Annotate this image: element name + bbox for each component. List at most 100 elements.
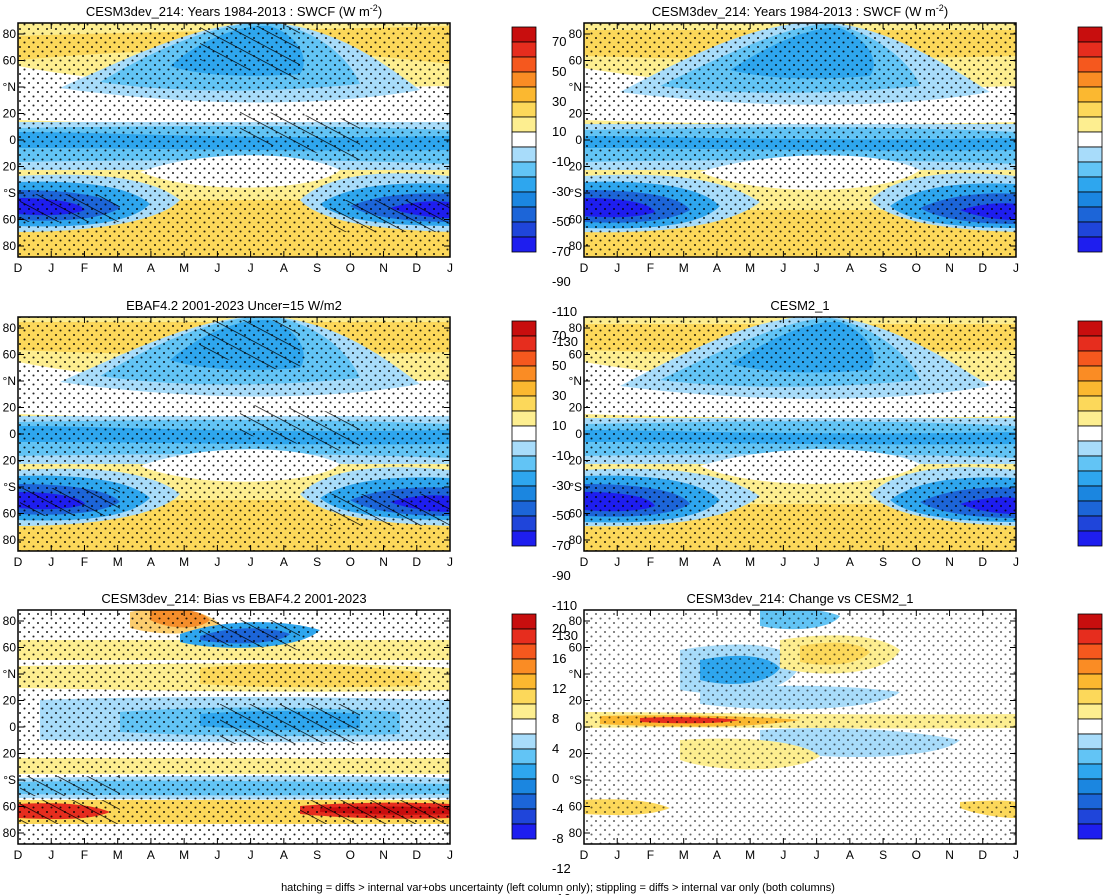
x-tick-label: A xyxy=(713,555,721,569)
colorbar-box xyxy=(511,191,537,208)
x-tick-label: F xyxy=(81,261,88,275)
colorbar-box xyxy=(511,221,537,238)
panel-3-axes: D J F M A M J J A S O N D J 80 60 °N 20 0 20 °S 60 80 xyxy=(569,317,1019,569)
x-tick-label: O xyxy=(912,261,921,275)
colorbar-box xyxy=(511,793,537,810)
y-tick-label: 0 xyxy=(575,133,582,147)
x-tick-label: J xyxy=(780,261,786,275)
colorbar-box xyxy=(1077,236,1103,253)
x-tick-label: M xyxy=(179,261,189,275)
colorbar-box xyxy=(511,500,537,517)
colorbar-label: -16 xyxy=(552,891,571,895)
x-tick-label: F xyxy=(81,848,88,862)
y-tick-label: °S xyxy=(569,773,582,787)
x-tick-label: A xyxy=(147,848,155,862)
colorbar-box xyxy=(1077,530,1103,547)
colorbar-box xyxy=(511,425,537,442)
x-tick-label: O xyxy=(346,261,355,275)
panel-4-axes: D J F M A M J J A S O N D J 80 60 °N 20 0 20 °S 60 80 xyxy=(3,610,453,862)
colorbar-label: -10 xyxy=(552,154,571,169)
x-tick-label: M xyxy=(113,848,123,862)
x-tick-label: F xyxy=(647,261,654,275)
colorbar-label: 10 xyxy=(552,418,566,433)
colorbar-label: -90 xyxy=(552,274,571,289)
x-tick-label: J xyxy=(447,261,453,275)
x-tick-label: M xyxy=(179,848,189,862)
panel-0-colorbar: 70 50 30 10 -10 -30 -50 -70 -90 -110 -130 xyxy=(511,26,578,349)
y-tick-label: 60 xyxy=(569,213,583,227)
colorbar-label: 50 xyxy=(552,64,566,79)
x-tick-label: D xyxy=(580,261,589,275)
y-tick-label: °S xyxy=(569,186,582,200)
colorbar-box xyxy=(1077,161,1103,178)
colorbar-box xyxy=(511,515,537,532)
colorbar-box xyxy=(1077,500,1103,517)
y-tick-label: 20 xyxy=(3,160,17,174)
x-tick-label: A xyxy=(280,848,288,862)
colorbar-box xyxy=(1077,191,1103,208)
panel-3-title: CESM2_1 xyxy=(770,298,829,313)
colorbar-box xyxy=(511,365,537,382)
x-tick-label: A xyxy=(147,555,155,569)
y-tick-label: 80 xyxy=(3,321,17,335)
colorbar-label: 20 xyxy=(552,621,566,636)
colorbar-box xyxy=(1077,26,1103,43)
colorbar-label: -110 xyxy=(552,598,577,613)
y-tick-label: 0 xyxy=(9,427,16,441)
y-tick-label: 0 xyxy=(9,720,16,734)
y-tick-label: 80 xyxy=(3,533,17,547)
colorbar-box xyxy=(511,530,537,547)
colorbar-box xyxy=(511,733,537,750)
panel-1-title: CESM3dev_214: Years 1984-2013 : SWCF (W … xyxy=(652,3,948,19)
y-tick-label: 0 xyxy=(9,133,16,147)
colorbar-box xyxy=(1077,350,1103,367)
x-tick-label: S xyxy=(313,261,321,275)
y-tick-label: 80 xyxy=(3,614,17,628)
colorbar-box xyxy=(511,763,537,780)
y-tick-label: 20 xyxy=(569,747,583,761)
colorbar-box xyxy=(511,823,537,840)
colorbar-box xyxy=(1077,101,1103,118)
x-tick-label: J xyxy=(1013,555,1019,569)
y-tick-label: 20 xyxy=(3,747,17,761)
x-tick-label: D xyxy=(14,555,23,569)
x-tick-label: J xyxy=(814,555,820,569)
colorbar-label: -12 xyxy=(552,861,571,876)
colorbar-box xyxy=(1077,613,1103,630)
panel-2-field xyxy=(18,317,450,551)
colorbar-box xyxy=(1077,748,1103,765)
x-tick-label: J xyxy=(814,848,820,862)
colorbar-box xyxy=(511,206,537,223)
x-tick-label: J xyxy=(248,555,254,569)
y-tick-label: 60 xyxy=(569,348,583,362)
x-tick-label: D xyxy=(580,848,589,862)
x-tick-label: A xyxy=(280,261,288,275)
colorbar-box xyxy=(511,350,537,367)
x-tick-label: M xyxy=(745,555,755,569)
colorbar-box xyxy=(1077,793,1103,810)
colorbar-label: 70 xyxy=(552,34,566,49)
colorbar-box xyxy=(511,26,537,43)
x-tick-label: S xyxy=(879,261,887,275)
x-tick-label: J xyxy=(447,848,453,862)
x-tick-label: J xyxy=(248,261,254,275)
colorbar-box xyxy=(1077,131,1103,148)
colorbar-box xyxy=(511,658,537,675)
x-tick-label: N xyxy=(379,555,388,569)
colorbar-box xyxy=(511,56,537,73)
colorbar-box xyxy=(1077,718,1103,735)
x-tick-label: A xyxy=(846,261,854,275)
colorbar-box xyxy=(1077,395,1103,412)
x-tick-label: F xyxy=(647,555,654,569)
y-tick-label: 60 xyxy=(3,507,17,521)
x-tick-label: D xyxy=(412,848,421,862)
colorbar-box xyxy=(1077,425,1103,442)
y-tick-label: °N xyxy=(3,374,16,388)
colorbar-box xyxy=(511,440,537,457)
colorbar-box xyxy=(1077,221,1103,238)
y-tick-label: 80 xyxy=(569,239,583,253)
y-tick-label: 60 xyxy=(569,641,583,655)
y-tick-label: 20 xyxy=(569,107,583,121)
y-tick-label: 20 xyxy=(569,694,583,708)
